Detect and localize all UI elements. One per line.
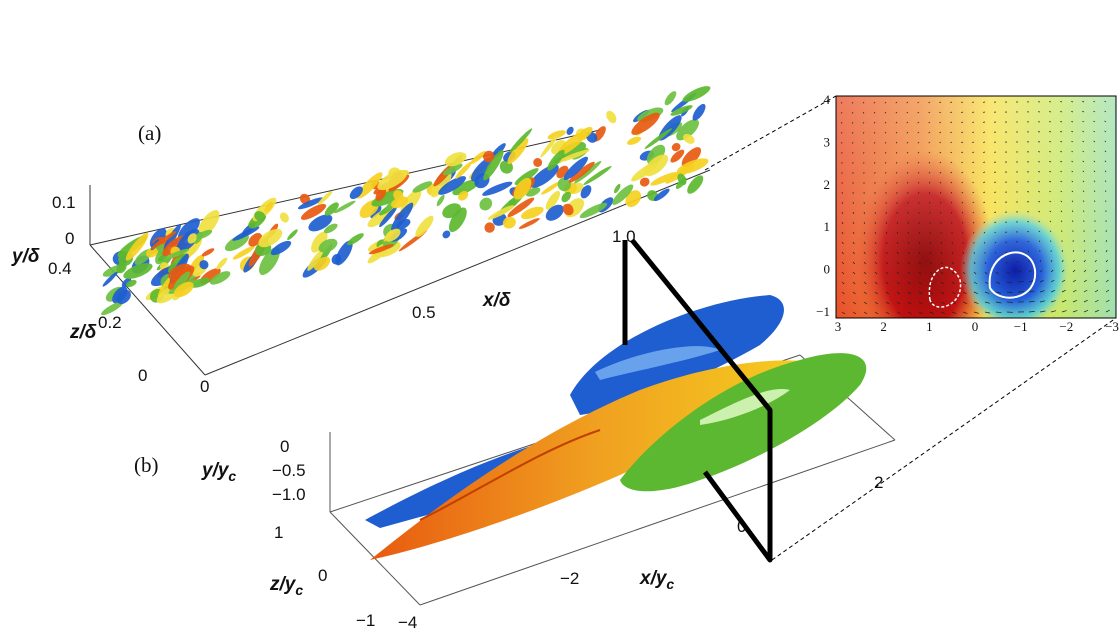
x-axis-label: x/yc [639, 568, 674, 592]
y-tick-label: 0.1 [52, 193, 76, 212]
vortex [346, 231, 366, 247]
x-tick-label: −4 [398, 613, 417, 632]
y-axis-label: y/yc [201, 460, 236, 484]
y-tick-label: −1 [816, 304, 830, 319]
figure: (a) 0.1 0 y/δ 0.4 0.2 0 z/δ 0 0.5 1.0 x/… [0, 0, 1120, 634]
x-axis-label: x/δ [482, 290, 511, 311]
x-tick-label: −2 [560, 569, 579, 588]
x-tick-label: 0 [200, 377, 209, 396]
vortex [413, 213, 437, 239]
vector [1049, 131, 1051, 132]
vector [1084, 240, 1085, 242]
y-tick-label: 1 [824, 219, 831, 234]
vortex-structures [100, 83, 713, 317]
y-tick-label: 0 [65, 229, 74, 248]
vortex [663, 89, 679, 107]
z-tick-label: −1 [356, 611, 375, 630]
x-tick-label: 0 [972, 319, 979, 334]
vector [918, 192, 919, 194]
vortex [681, 83, 713, 105]
z-axis-label: z/δ [69, 322, 97, 343]
vector [897, 222, 898, 224]
mean-structures [365, 295, 866, 560]
y-tick-label: −0.5 [272, 461, 306, 480]
vortex [604, 109, 618, 125]
x-tick-label: 3 [835, 319, 842, 334]
x-tick-label: 0.5 [412, 303, 436, 322]
y-tick-label: 2 [824, 177, 831, 192]
vortex [278, 211, 291, 224]
y-axis-label: y/δ [11, 246, 40, 267]
y-tick-label: −1.0 [272, 485, 306, 504]
y-tick-label: 0 [280, 437, 289, 456]
vector [907, 182, 908, 184]
z-axis-label: z/yc [269, 574, 303, 598]
vector [1072, 220, 1073, 222]
vortex [477, 195, 495, 213]
x-tick-label: 2 [880, 319, 887, 334]
z-tick-label: 0 [318, 566, 327, 585]
x-tick-label: −3 [1105, 319, 1119, 334]
x-tick-label: −1 [1014, 319, 1028, 334]
vortex [531, 156, 543, 168]
x-tick-label: 1 [926, 319, 933, 334]
x-tick-label: −2 [1059, 319, 1073, 334]
y-tick-label: 3 [824, 134, 831, 149]
z-tick-label: 0.2 [98, 313, 122, 332]
vortex [626, 135, 642, 147]
panel-label: (a) [138, 121, 161, 145]
vortex [690, 102, 708, 123]
vortex [215, 256, 229, 271]
y-tick-label: 0 [824, 262, 831, 277]
z-tick-label: 1 [274, 523, 283, 542]
vortex [286, 228, 299, 241]
z-tick-label: 0 [138, 366, 147, 385]
vortex [201, 247, 216, 258]
panel-label: (b) [134, 453, 159, 477]
y-tick-label: 4 [824, 92, 831, 107]
z-tick-label: 0.4 [48, 259, 72, 278]
vortex [565, 125, 575, 136]
